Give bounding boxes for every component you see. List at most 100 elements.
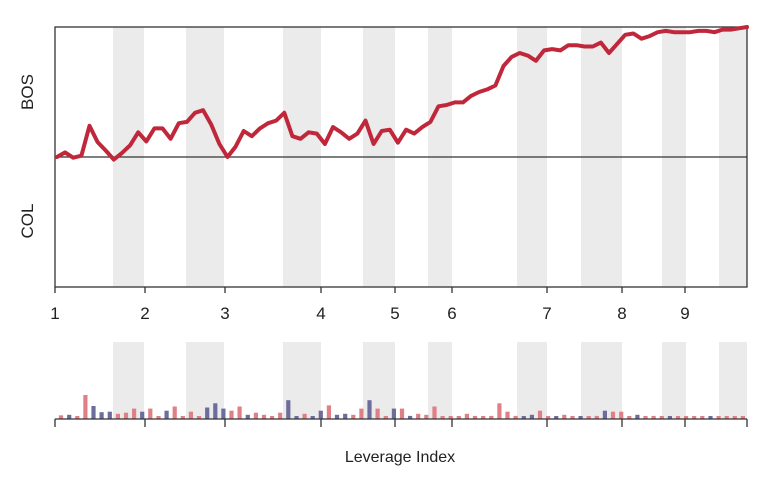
leverage-bar — [610, 411, 616, 419]
team-label-bottom: COL — [18, 204, 37, 239]
leverage-bar — [286, 400, 291, 419]
leverage-bar — [229, 410, 234, 419]
leverage-bar — [375, 408, 380, 419]
leverage-bar — [724, 416, 729, 419]
leverage-bar — [164, 410, 169, 419]
x-tick-labels: 1 2 3 4 5 6 7 8 9 — [50, 304, 689, 323]
leverage-bar — [367, 400, 372, 419]
leverage-bar — [643, 416, 648, 419]
leverage-bar — [408, 415, 413, 419]
leverage-bar — [253, 412, 258, 419]
leverage-bar — [261, 414, 267, 419]
leverage-bar — [619, 411, 624, 419]
leverage-bar — [132, 408, 137, 419]
leverage-bar — [302, 413, 307, 419]
leverage-bar — [562, 414, 567, 419]
chart-labels: BOS COL Leverage Index — [18, 74, 455, 466]
leverage-bar — [732, 416, 737, 419]
leverage-bar — [684, 416, 689, 419]
leverage-bar — [172, 406, 177, 419]
leverage-bar — [692, 416, 697, 419]
leverage-bar — [708, 416, 713, 419]
leverage-bars — [58, 395, 745, 419]
leverage-bar — [213, 403, 218, 419]
shaded-inning-leverage-8 — [581, 342, 622, 419]
leverage-bar — [58, 415, 64, 419]
leverage-bar — [399, 408, 405, 419]
leverage-bar — [75, 416, 80, 419]
leverage-bar — [586, 416, 591, 419]
leverage-bar — [334, 414, 340, 419]
x-tick-label-9: 9 — [680, 304, 689, 323]
leverage-bar — [221, 408, 226, 419]
leverage-bar — [123, 412, 129, 419]
x-tick-label-3: 3 — [220, 304, 229, 323]
leverage-bar — [716, 416, 721, 419]
leverage-bar — [489, 415, 494, 419]
leverage-bar — [440, 416, 445, 419]
shaded-inning-leverage-6 — [428, 342, 452, 419]
leverage-bar — [270, 416, 275, 419]
leverage-bar — [205, 407, 210, 419]
leverage-bar — [448, 416, 453, 419]
leverage-bar — [115, 413, 120, 419]
x-tick-label-6: 6 — [447, 304, 456, 323]
leverage-bar — [651, 415, 656, 419]
leverage-bar — [107, 411, 112, 419]
x-axis-title: Leverage Index — [345, 449, 455, 466]
leverage-bar — [635, 414, 640, 419]
leverage-bar — [505, 411, 510, 419]
leverage-bar — [237, 406, 242, 419]
x-tick-label-2: 2 — [140, 304, 149, 323]
leverage-bar — [196, 416, 202, 419]
leverage-bar — [343, 413, 348, 419]
leverage-bar — [570, 416, 575, 419]
leverage-bar — [497, 403, 502, 419]
leverage-bar — [91, 406, 96, 419]
leverage-bar — [156, 416, 161, 419]
leverage-bar — [627, 416, 632, 419]
shaded-inning-leverage-10 — [719, 342, 747, 419]
win-expectancy-line — [55, 25, 749, 162]
leverage-bar — [326, 405, 331, 419]
x-tick-label-7: 7 — [542, 304, 551, 323]
leverage-bar — [148, 408, 153, 419]
leverage-bar — [351, 414, 356, 419]
leverage-bar — [700, 416, 705, 419]
leverage-bar — [602, 410, 607, 419]
leverage-bar — [659, 416, 664, 419]
leverage-bar — [245, 414, 250, 419]
leverage-bar — [481, 416, 486, 419]
leverage-bar — [554, 416, 559, 419]
shaded-inning-leverage-7 — [517, 342, 547, 419]
leverage-bar — [391, 408, 396, 419]
leverage-bar — [416, 413, 421, 419]
leverage-bar — [180, 416, 185, 419]
leverage-bar — [464, 413, 469, 419]
leverage-bar — [383, 416, 388, 419]
x-tick-label-5: 5 — [390, 304, 399, 323]
leverage-bar — [529, 414, 534, 419]
leverage-bar — [278, 412, 283, 419]
leverage-bar — [310, 416, 315, 419]
leverage-bar — [472, 415, 478, 419]
leverage-bar — [99, 412, 104, 419]
leverage-bar — [521, 416, 526, 419]
leverage-bar — [188, 411, 193, 419]
inning-shading-bottom — [113, 342, 747, 419]
x-tick-label-1: 1 — [50, 304, 59, 323]
leverage-bar — [424, 414, 429, 419]
leverage-bar — [578, 416, 583, 419]
leverage-bar — [140, 411, 145, 419]
leverage-bar — [294, 416, 299, 419]
leverage-bar — [513, 415, 518, 419]
x-tick-label-8: 8 — [617, 304, 626, 323]
leverage-bar — [456, 416, 461, 419]
leverage-bar — [594, 415, 599, 419]
team-label-top: BOS — [18, 74, 37, 110]
leverage-bar — [667, 416, 672, 419]
shaded-inning-leverage-9 — [662, 342, 686, 419]
leverage-bar — [83, 395, 88, 419]
plot-frame — [54, 26, 748, 427]
